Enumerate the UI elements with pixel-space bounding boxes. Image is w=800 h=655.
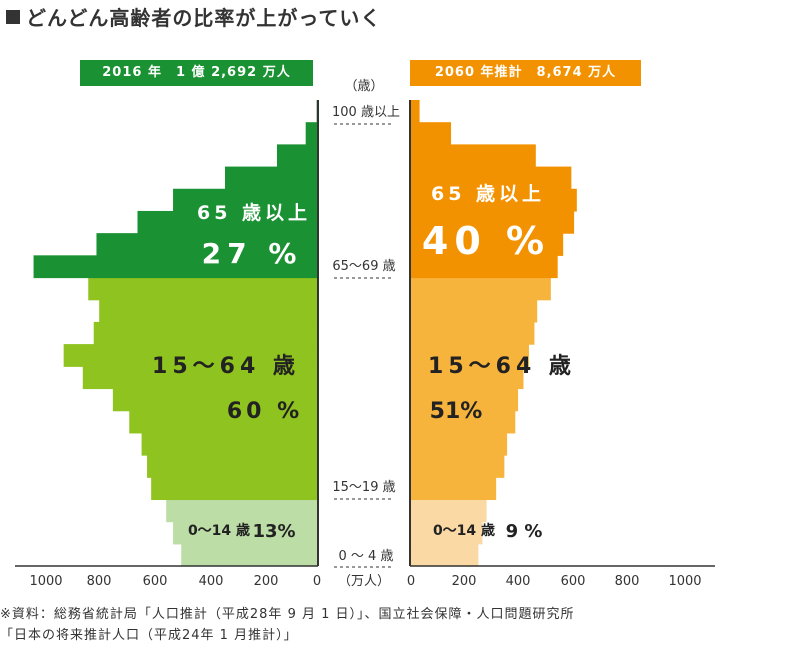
source-footnote-line-1: ※資料：総務省統計局「人口推計（平成28年 9 月 1 日）」、国立社会保障・人… — [0, 607, 575, 622]
bar-2016-age-8 — [82, 366, 318, 390]
right-tick-0: 0 — [407, 574, 415, 589]
bar-2016-age-16 — [173, 188, 318, 212]
left-working-label: 15～64 歳 — [152, 354, 300, 379]
bar-2060-age-13 — [410, 255, 558, 279]
bar-2060-age-0 — [410, 543, 479, 567]
left-tick-1000: 1000 — [29, 574, 62, 589]
right-tick-800: 800 — [615, 574, 640, 589]
bar-2060-age-8 — [410, 366, 524, 390]
bar-2016-age-6 — [129, 410, 318, 434]
bar-2060-age-18 — [410, 144, 536, 168]
chart-title: どんどん高齢者の比率が上がっていく — [6, 2, 381, 31]
left-elderly-label: 65 歳以上 — [197, 202, 311, 224]
right-tick-1000: 1000 — [668, 574, 701, 589]
bar-2016-age-2 — [166, 499, 318, 523]
chart-title-text: どんどん高齢者の比率が上がっていく — [26, 6, 382, 30]
bar-2016-age-12 — [88, 277, 318, 301]
bar-2060-age-12 — [410, 277, 551, 301]
x-axis-unit-label: （万人） — [338, 574, 390, 589]
age-unit-label: （歳） — [344, 79, 383, 94]
bar-2060-age-6 — [410, 410, 516, 434]
right-young-pct: 9 % — [506, 521, 543, 542]
bar-2060-age-19 — [410, 122, 452, 145]
right-elderly-pct: 40 % — [422, 219, 550, 263]
left-tick-800: 800 — [87, 574, 112, 589]
bar-2016-age-5 — [141, 432, 318, 456]
right-tick-200: 200 — [452, 574, 477, 589]
bar-2060-age-14 — [410, 233, 564, 256]
bar-2016-age-9 — [63, 344, 318, 367]
bar-2060-age-3 — [410, 477, 497, 501]
right-working-pct: 51% — [430, 399, 483, 424]
bar-2016-age-4 — [147, 455, 318, 478]
left-elderly-pct: 27 % — [202, 237, 303, 270]
left-tick-400: 400 — [199, 574, 224, 589]
right-working-label: 15～64 歳 — [428, 354, 576, 379]
bar-2016-age-1 — [173, 521, 318, 545]
bar-2060-age-1 — [410, 521, 483, 545]
bar-2016-age-19 — [305, 122, 318, 145]
left-tick-600: 600 — [143, 574, 168, 589]
right-tick-600: 600 — [561, 574, 586, 589]
left-tick-0: 0 — [313, 574, 321, 589]
age-label-65: 65～69 歳 — [332, 259, 395, 274]
bar-2060-age-11 — [410, 299, 538, 323]
bar-2060-age-5 — [410, 432, 508, 456]
age-label-100: 100 歳以上 — [332, 105, 400, 120]
bar-2016-age-10 — [93, 321, 318, 345]
bar-2016-age-14 — [96, 233, 318, 256]
bar-2060-age-16 — [410, 188, 577, 212]
right-young-label: 0～14 歳 — [433, 522, 495, 539]
bar-2060-age-4 — [410, 455, 505, 478]
left-young-label: 0～14 歳 — [188, 522, 250, 539]
right-tick-400: 400 — [506, 574, 531, 589]
population-pyramid-chart: （歳） 100 歳以上 65～69 歳 15～19 歳 0 ～ 4 歳 1000… — [15, 79, 715, 589]
bar-2016-age-0 — [181, 543, 318, 567]
bar-2016-age-17 — [225, 166, 318, 190]
bar-2016-age-3 — [151, 477, 318, 501]
bar-2016-age-11 — [99, 299, 318, 323]
bar-2016-age-13 — [33, 255, 319, 279]
bar-2060-age-7 — [410, 388, 519, 412]
right-pyramid-header: 2060 年推計 8,674 万人 — [410, 60, 641, 86]
left-pyramid-header: 2016 年 1 億 2,692 万人 — [80, 60, 313, 86]
bar-2060-age-2 — [410, 499, 487, 523]
square-bullet-icon — [6, 10, 20, 24]
bar-2060-age-9 — [410, 344, 529, 367]
bar-2016-age-7 — [112, 388, 318, 412]
right-elderly-label: 65 歳以上 — [431, 183, 545, 205]
bar-2060-age-15 — [410, 210, 575, 234]
bar-2016-age-15 — [137, 210, 318, 234]
bar-2060-age-20 — [410, 100, 420, 123]
left-pyramid-bars — [33, 100, 319, 567]
bar-2016-age-18 — [276, 144, 318, 168]
bar-2060-age-10 — [410, 321, 535, 345]
left-tick-200: 200 — [254, 574, 279, 589]
age-label-15: 15～19 歳 — [332, 480, 395, 495]
age-label-0: 0 ～ 4 歳 — [339, 549, 394, 564]
source-footnote-line-2: 「日本の将来推計人口（平成24年 1 月推計）」 — [0, 628, 298, 643]
source-footnote: ※資料：総務省統計局「人口推計（平成28年 9 月 1 日）」、国立社会保障・人… — [0, 604, 575, 646]
left-young-pct: 13% — [252, 521, 295, 542]
left-working-pct: 60 % — [227, 399, 303, 424]
right-pyramid-bars — [410, 100, 577, 567]
bar-2060-age-17 — [410, 166, 572, 190]
